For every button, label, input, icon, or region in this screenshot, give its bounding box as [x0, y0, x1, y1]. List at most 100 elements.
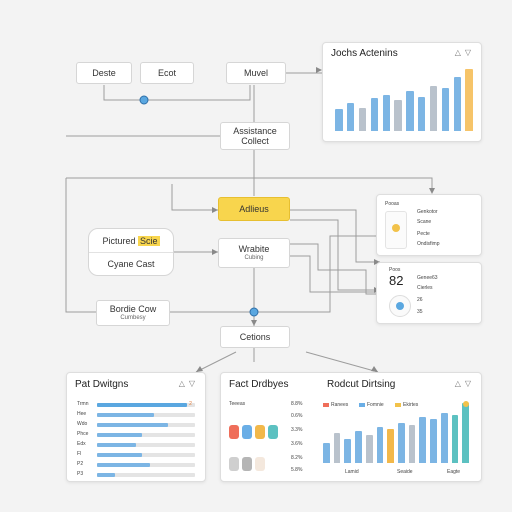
- bar-fill: [97, 453, 143, 457]
- node-ecot[interactable]: Ecot: [140, 62, 194, 84]
- row-label: Wdo: [77, 421, 88, 427]
- mid-panel-2-row: Cierles: [417, 285, 433, 291]
- thumbnail: [385, 211, 407, 249]
- mid-panel-1: Pooas Genkotor Scane Pecte Ondisfimp: [376, 194, 482, 256]
- bar: [376, 427, 384, 463]
- bar-fill: [97, 443, 137, 447]
- bar: [335, 109, 343, 131]
- pct-label: 3.6%: [291, 441, 303, 447]
- bar-track: [97, 433, 195, 437]
- bar: [430, 419, 437, 463]
- bar: [365, 435, 373, 463]
- color-swatch[interactable]: [268, 425, 278, 439]
- color-swatch[interactable]: [229, 425, 239, 439]
- row-label: Edx: [77, 441, 86, 447]
- node-pictured-label: Pictured: [102, 236, 136, 246]
- legend-swatch: [323, 403, 329, 407]
- node-cetions[interactable]: Cetions: [220, 326, 290, 348]
- mid-panel-2-row: Genee63: [417, 275, 438, 281]
- node-pictured-group[interactable]: Pictured Scie Cyane Cast: [88, 228, 174, 276]
- node-bordie-cow[interactable]: Bordie Cow Cumbesy: [96, 300, 170, 326]
- bar: [394, 100, 402, 131]
- row-label: Phce: [77, 431, 89, 437]
- bar: [451, 415, 459, 463]
- pct-label: 5.8%: [291, 467, 303, 473]
- bar: [387, 429, 394, 463]
- bar: [406, 90, 414, 131]
- bar-fill: [97, 423, 168, 427]
- row-label: Fl: [77, 451, 82, 457]
- color-swatch[interactable]: [255, 425, 265, 439]
- warning-icon[interactable]: △: [178, 379, 189, 388]
- filter-icon[interactable]: ▽: [464, 379, 475, 388]
- legend-label: Fomnie: [367, 402, 384, 408]
- x-tick-label: Seaide: [397, 469, 413, 475]
- filter-icon[interactable]: ▽: [188, 379, 199, 388]
- node-pictured-highlight: Scie: [138, 236, 160, 246]
- pct-label: 8.2%: [291, 455, 303, 461]
- bar: [347, 103, 355, 131]
- bar: [398, 423, 405, 463]
- bar: [333, 433, 341, 463]
- row-label: P2: [77, 461, 84, 467]
- color-swatch[interactable]: [242, 457, 252, 471]
- bar: [429, 86, 438, 131]
- node-muvel[interactable]: Muvel: [226, 62, 286, 84]
- node-adlieus[interactable]: Adlieus: [218, 197, 290, 221]
- bar-fill: [97, 413, 154, 417]
- bar: [419, 417, 427, 463]
- mid-panel-1-row: Pecte: [417, 231, 430, 237]
- color-swatch[interactable]: [229, 457, 239, 471]
- legend-label: Ranees: [331, 402, 349, 408]
- bar-fill: [97, 463, 150, 467]
- filter-icon[interactable]: ▽: [464, 48, 475, 57]
- bar: [440, 413, 448, 463]
- bar: [453, 76, 461, 131]
- row-marker: 2: [189, 401, 192, 407]
- bar-track: [97, 453, 195, 457]
- status-dot-icon: [392, 224, 400, 232]
- bar: [370, 98, 379, 131]
- bar: [441, 87, 450, 131]
- left-label: Teeeas: [229, 401, 246, 407]
- panel-title: Jochs Actenins: [331, 48, 398, 59]
- bar: [382, 95, 390, 131]
- status-dot-icon: [396, 302, 404, 310]
- mid-panel-2-label: Poos: [389, 267, 401, 273]
- warning-icon[interactable]: △: [454, 379, 465, 388]
- row-label: Trmn: [77, 401, 89, 407]
- bar: [355, 431, 362, 463]
- pct-label: 8.8%: [291, 401, 303, 407]
- bar: [418, 96, 426, 131]
- bar-chart: [321, 403, 471, 463]
- bar: [462, 403, 469, 463]
- bar-track: [97, 473, 195, 477]
- bar-fill: [97, 433, 143, 437]
- mid-panel-2-value: 82: [389, 273, 404, 288]
- mid-panel-1-row: Genkotor: [417, 209, 438, 215]
- bottom-right-panel: Fact Drdbyes Rodcut Dirtsing △▽ Teeeas 8…: [220, 372, 482, 482]
- pct-label: 0.6%: [291, 413, 303, 419]
- bar-fill: [97, 473, 115, 477]
- bar: [323, 443, 330, 463]
- bar: [408, 425, 416, 463]
- mid-panel-2-row: 26: [417, 297, 423, 303]
- mid-panel-1-row: Ondisfimp: [417, 241, 440, 247]
- legend-label: Ekirtes: [403, 402, 419, 408]
- node-assistance[interactable]: Assistance Collect: [220, 122, 290, 150]
- bar: [358, 107, 367, 131]
- node-wrabite[interactable]: Wrabite Cubing: [218, 238, 290, 268]
- top-right-chart-panel: Jochs Actenins △▽: [322, 42, 482, 142]
- bar-track: [97, 443, 195, 447]
- bar-fill: [97, 403, 188, 407]
- node-deste[interactable]: Deste: [76, 62, 132, 84]
- color-swatch[interactable]: [255, 457, 265, 471]
- bar: [344, 439, 352, 463]
- warning-icon[interactable]: △: [454, 48, 465, 57]
- panel-subtitle: Rodcut Dirtsing: [327, 379, 396, 390]
- color-swatch[interactable]: [242, 425, 252, 439]
- legend-swatch: [359, 403, 365, 407]
- panel-title: Pat Dwitgns: [75, 379, 129, 390]
- x-tick-label: Lamid: [345, 469, 359, 475]
- x-tick-label: Eagte: [447, 469, 461, 475]
